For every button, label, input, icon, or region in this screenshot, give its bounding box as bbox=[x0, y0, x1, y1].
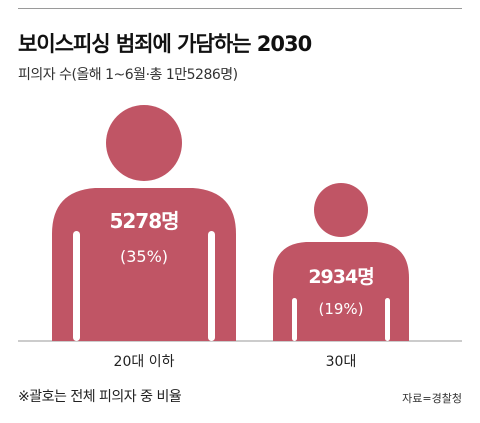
figure-body bbox=[52, 188, 236, 341]
figure-head bbox=[106, 105, 182, 181]
top-rule bbox=[18, 8, 462, 9]
chart-title: 보이스피싱 범죄에 가담하는 2030 bbox=[18, 32, 312, 56]
figure-arm-gap-right bbox=[385, 298, 390, 341]
category-label: 20대 이하 bbox=[114, 354, 175, 370]
person-figure-icon bbox=[273, 183, 409, 341]
figure-20s-and-under: 5278명 (35%) bbox=[52, 105, 236, 341]
figure-arm-gap-left bbox=[73, 231, 80, 341]
share-label: (19%) bbox=[318, 300, 363, 318]
figure-30s: 2934명 (19%) bbox=[273, 183, 409, 341]
figure-arm-gap-right bbox=[208, 231, 215, 341]
person-figure-icon bbox=[52, 105, 236, 341]
chart-subtitle: 피의자 수(올해 1~6월·총 1만5286명) bbox=[18, 67, 238, 83]
value-label: 2934명 bbox=[308, 266, 373, 288]
footnote: ※괄호는 전체 피의자 중 비율 bbox=[18, 389, 182, 405]
figure-body bbox=[273, 242, 409, 341]
figure-head bbox=[314, 183, 368, 237]
category-label: 30대 bbox=[326, 354, 357, 370]
share-label: (35%) bbox=[120, 247, 168, 266]
figure-arm-gap-left bbox=[292, 298, 297, 341]
value-label: 5278명 bbox=[109, 209, 178, 233]
source-credit: 자료=경찰청 bbox=[402, 392, 462, 405]
